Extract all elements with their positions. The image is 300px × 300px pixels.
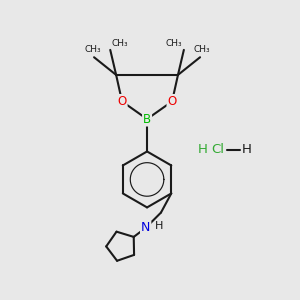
Text: O: O <box>117 95 127 108</box>
Text: CH₃: CH₃ <box>193 45 210 54</box>
Text: CH₃: CH₃ <box>112 38 128 47</box>
Text: N: N <box>141 221 150 234</box>
Text: H: H <box>155 221 164 231</box>
Text: Cl: Cl <box>211 143 224 157</box>
Text: H: H <box>242 143 251 157</box>
Text: CH₃: CH₃ <box>84 45 101 54</box>
Text: H: H <box>197 143 207 157</box>
Text: CH₃: CH₃ <box>166 38 182 47</box>
Text: O: O <box>167 95 177 108</box>
Text: B: B <box>143 112 151 126</box>
